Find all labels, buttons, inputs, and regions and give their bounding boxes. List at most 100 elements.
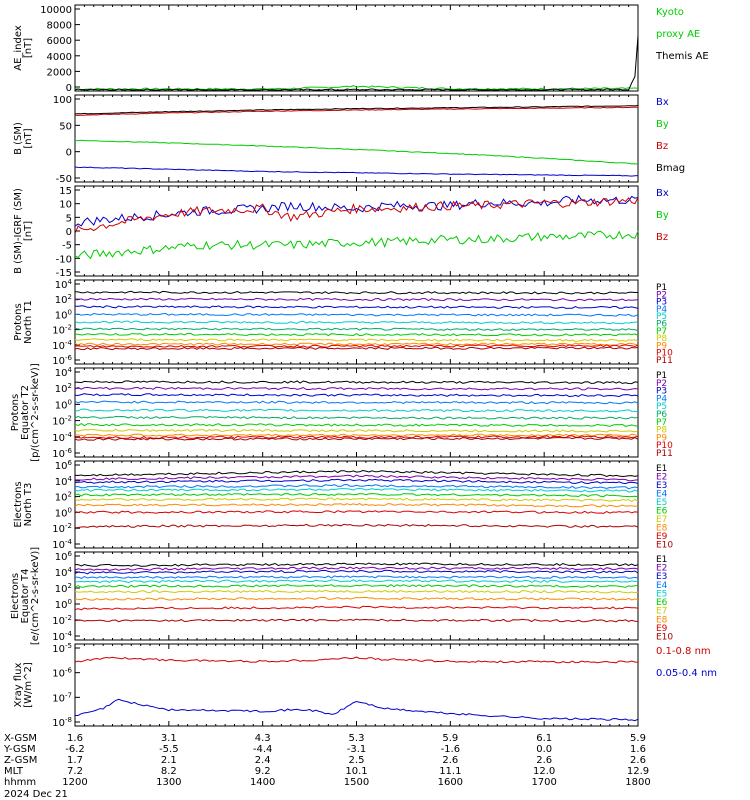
panel-4-legend-p2: P2 bbox=[656, 290, 667, 300]
panel-3-y-label: B (SM)-IGRF (SM) bbox=[13, 188, 24, 274]
panel-5-y-tick-label: 10-2 bbox=[52, 415, 72, 428]
panel-5-legend-p8: P8 bbox=[656, 426, 667, 436]
panel-1-y-tick-label: 8000 bbox=[47, 21, 72, 32]
ephemeris-value: 2.1 bbox=[161, 755, 177, 766]
panel-7-y-tick-label: 104 bbox=[55, 566, 73, 579]
panel-2-legend-bz: Bz bbox=[656, 141, 668, 152]
ephemeris-value: 1200 bbox=[62, 777, 87, 788]
ephemeris-value: -4.4 bbox=[253, 744, 273, 755]
series-by bbox=[74, 230, 639, 260]
ephemeris-value: 1.6 bbox=[630, 744, 646, 755]
ephemeris-value: 1800 bbox=[625, 777, 650, 788]
panel-2-y-tick-label: 100 bbox=[53, 95, 72, 106]
panel-5-y-label: Protons bbox=[10, 394, 21, 431]
panel-6-legend-e6: E6 bbox=[656, 507, 668, 517]
series-p2 bbox=[74, 386, 639, 391]
panel-4-legend-p10: P10 bbox=[656, 349, 673, 359]
series-p7 bbox=[74, 423, 639, 427]
series-0-1-0-8-nm bbox=[74, 656, 639, 664]
panel-1-frame bbox=[74, 4, 639, 92]
panel-1-legend-proxy-ae: proxy AE bbox=[656, 29, 700, 40]
panel-1-y-label: AE_index bbox=[13, 25, 24, 71]
panel-7-y-tick-label: 106 bbox=[55, 550, 73, 563]
panel-6-legend-e3: E3 bbox=[656, 481, 667, 491]
series-p5 bbox=[74, 320, 638, 325]
panel-4-y-tick-label: 10-4 bbox=[52, 339, 72, 352]
series-e1 bbox=[74, 469, 639, 478]
panel-8-frame bbox=[74, 643, 639, 727]
series-p5 bbox=[74, 408, 639, 413]
series-p6 bbox=[74, 327, 639, 332]
series-bmag bbox=[74, 104, 639, 115]
panel-5-legend-p7: P7 bbox=[656, 418, 667, 428]
ephemeris-value: 1400 bbox=[250, 777, 275, 788]
ephemeris-value: 4.3 bbox=[255, 733, 271, 744]
panel-2-y-label: B (SM) bbox=[13, 122, 24, 155]
ephemeris-value: 5.9 bbox=[442, 733, 458, 744]
panel-6-y-tick-label: 106 bbox=[55, 459, 73, 472]
panel-2-legend-bmag: Bmag bbox=[656, 163, 685, 174]
series-0-05-0-4-nm bbox=[75, 698, 639, 722]
series-themis-ae bbox=[74, 35, 639, 91]
series-p3 bbox=[74, 305, 639, 309]
panel-4-legend-p9: P9 bbox=[656, 341, 667, 351]
panel-5-y-label: Equator T2 bbox=[20, 385, 31, 440]
panel-6-legend-e1: E1 bbox=[656, 464, 667, 474]
panel-4-y-label: Protons bbox=[13, 303, 24, 340]
panel-3-y-tick-label: 15 bbox=[59, 186, 72, 197]
panel-1-y-tick-label: 0 bbox=[66, 83, 72, 94]
series-e4 bbox=[74, 575, 639, 579]
series-e7 bbox=[74, 497, 639, 502]
panel-7-y-tick-label: 100 bbox=[55, 598, 72, 611]
panel-7-legend-e3: E3 bbox=[656, 572, 667, 582]
panel-5-y-tick-label: 10-4 bbox=[52, 431, 72, 444]
panel-1-y-tick-label: 10000 bbox=[40, 5, 72, 16]
panel-6-y-tick-label: 100 bbox=[55, 506, 72, 519]
ephemeris-value: 9.2 bbox=[255, 766, 271, 777]
panel-6-legend-e8: E8 bbox=[656, 524, 668, 534]
series-e6 bbox=[74, 492, 639, 498]
ephemeris-label-4: hhmm bbox=[4, 777, 36, 788]
ephemeris-value: 5.9 bbox=[630, 733, 646, 744]
ephemeris-label-1: Y-GSM bbox=[3, 744, 36, 755]
panel-7-y-tick-label: 10-2 bbox=[52, 614, 72, 627]
ephemeris-value: 3.1 bbox=[161, 733, 177, 744]
series-p9 bbox=[74, 342, 639, 346]
panel-5-frame bbox=[74, 367, 639, 458]
series-p4 bbox=[74, 312, 639, 317]
series-e6 bbox=[74, 583, 639, 588]
series-p11 bbox=[74, 346, 639, 351]
panel-3-y-tick-label: -5 bbox=[62, 241, 72, 252]
panel-7-legend-e9: E9 bbox=[656, 624, 668, 634]
ephemeris-value: 2.5 bbox=[349, 755, 365, 766]
panel-3-y-tick-label: -15 bbox=[56, 268, 72, 279]
series-p8 bbox=[74, 338, 639, 342]
panel-4-legend-p7: P7 bbox=[656, 327, 667, 337]
panel-1-legend-themis-ae: Themis AE bbox=[655, 51, 709, 62]
panel-2-legend-bx: Bx bbox=[656, 97, 669, 108]
series-bx bbox=[74, 166, 639, 177]
ephemeris-label-0: X-GSM bbox=[4, 733, 37, 744]
panel-5-y-tick-label: 104 bbox=[55, 366, 73, 379]
panel-7-legend-e6: E6 bbox=[656, 598, 668, 608]
panel-2-legend-by: By bbox=[656, 119, 669, 130]
panel-5-legend-p1: P1 bbox=[656, 371, 667, 381]
panel-6-legend-e2: E2 bbox=[656, 473, 667, 483]
panel-3-y-tick-label: 10 bbox=[59, 200, 72, 211]
panel-7-legend-e8: E8 bbox=[656, 615, 668, 625]
series-e5 bbox=[74, 487, 639, 493]
panel-5-legend-p5: P5 bbox=[656, 402, 667, 412]
ephemeris-value: 1600 bbox=[438, 777, 463, 788]
panel-7-legend-e7: E7 bbox=[656, 607, 667, 617]
panel-6-y-label: North T3 bbox=[23, 483, 34, 527]
panel-6-y-tick-label: 10-4 bbox=[52, 538, 72, 551]
panel-7-y-tick-label: 102 bbox=[55, 582, 72, 595]
ephemeris-value: 12.0 bbox=[533, 766, 555, 777]
panel-4-y-label: North T1 bbox=[23, 300, 34, 344]
panel-7-y-label: Electrons bbox=[10, 573, 21, 619]
panel-3-legend-bz: Bz bbox=[656, 232, 668, 243]
panel-7-legend-e4: E4 bbox=[656, 581, 668, 591]
panel-5-legend-p4: P4 bbox=[656, 394, 667, 404]
panel-2-y-tick-label: 0 bbox=[66, 148, 72, 159]
ephemeris-value: 5.3 bbox=[349, 733, 365, 744]
